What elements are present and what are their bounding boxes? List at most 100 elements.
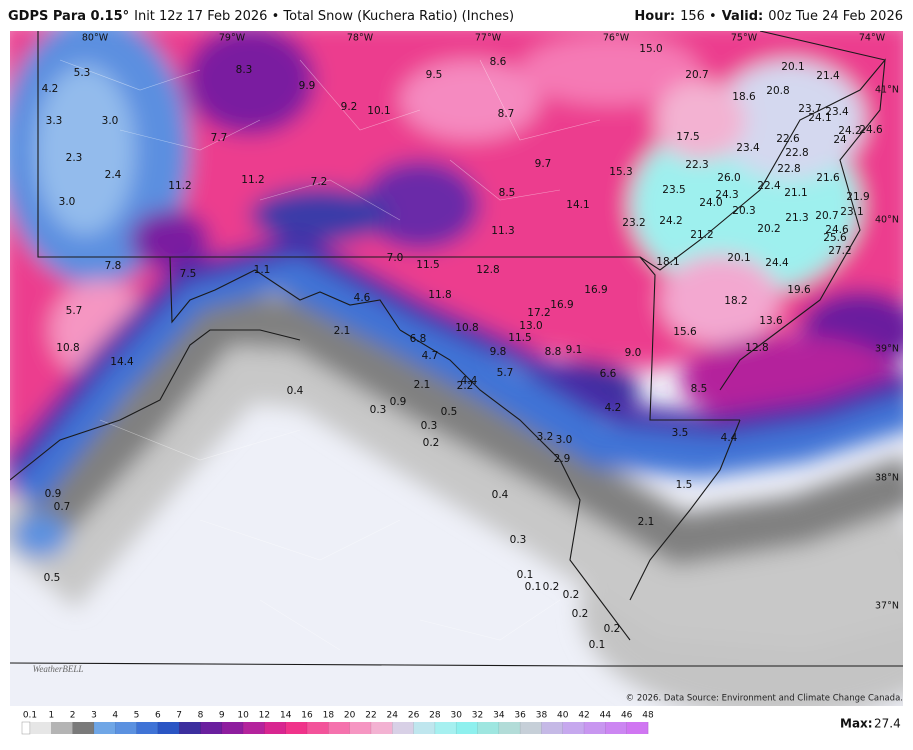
longitude-label: 74°W bbox=[859, 33, 886, 44]
snow-amount: 4.2 bbox=[42, 83, 59, 95]
snow-amount: 24.6 bbox=[859, 124, 883, 136]
snow-amount: 20.1 bbox=[727, 252, 750, 264]
snow-amount: 18.2 bbox=[724, 295, 747, 307]
snow-amount: 10.8 bbox=[455, 322, 478, 334]
colorbar-segment bbox=[498, 722, 521, 734]
snow-amount: 9.8 bbox=[490, 346, 507, 358]
snow-amount: 24.6 bbox=[825, 224, 849, 236]
snow-amount: 20.2 bbox=[757, 223, 780, 235]
snow-amount: 27.2 bbox=[828, 245, 851, 257]
colorbar-tick-label: 28 bbox=[429, 711, 441, 721]
snow-amount: 24.2 bbox=[838, 125, 861, 137]
snow-amount: 26.0 bbox=[717, 172, 740, 184]
colorbar-segment bbox=[179, 722, 201, 734]
colorbar-segment bbox=[51, 722, 73, 734]
snow-amount: 3.2 bbox=[537, 431, 554, 443]
snow-amount: 7.7 bbox=[211, 132, 228, 144]
longitude-label: 80°W bbox=[82, 33, 109, 44]
colorbar-segment bbox=[264, 722, 287, 734]
snow-amount: 11.8 bbox=[428, 289, 451, 301]
snow-amount: 7.8 bbox=[105, 260, 122, 272]
colorbar-tick-label: 24 bbox=[387, 711, 399, 721]
colorbar-segment bbox=[541, 722, 564, 734]
snow-amount: 0.1 bbox=[517, 569, 534, 581]
snow-amount: 21.6 bbox=[816, 172, 840, 184]
snow-amount: 0.4 bbox=[492, 489, 509, 501]
snow-amount: 8.5 bbox=[691, 383, 708, 395]
snow-amount: 13.6 bbox=[759, 315, 783, 327]
snow-amount: 24.3 bbox=[715, 189, 738, 201]
snow-amount: 3.3 bbox=[46, 115, 63, 127]
colorbar-tick-label: 4 bbox=[112, 711, 118, 721]
snow-amount: 15.3 bbox=[609, 166, 632, 178]
snow-amount: 18.6 bbox=[732, 91, 756, 103]
snow-amount: 12.8 bbox=[745, 342, 768, 354]
snow-amount: 15.0 bbox=[639, 43, 662, 55]
colorbar-segment bbox=[370, 722, 393, 734]
colorbar-segment bbox=[115, 722, 137, 734]
snow-amount: 0.9 bbox=[45, 488, 62, 500]
colorbar-segment bbox=[477, 722, 500, 734]
snow-amount: 17.2 bbox=[527, 307, 550, 319]
snow-amount: 7.0 bbox=[387, 252, 404, 264]
snow-amount: 4.4 bbox=[461, 375, 478, 387]
hour: 156 • bbox=[680, 9, 717, 24]
snow-amount: 2.4 bbox=[105, 169, 122, 181]
colorbar-segment bbox=[584, 722, 606, 734]
snow-amount: 16.9 bbox=[550, 299, 573, 311]
colorbar-tick-label: 16 bbox=[301, 711, 313, 721]
snow-amount: 22.8 bbox=[777, 163, 800, 175]
snow-amount: 9.5 bbox=[426, 69, 443, 81]
snow-amount: 24.4 bbox=[765, 257, 789, 269]
colorbar-tick-label: 46 bbox=[621, 711, 633, 721]
snow-amount: 10.1 bbox=[367, 105, 390, 117]
latitude-label: 37°N bbox=[875, 601, 899, 612]
snow-amount: 9.0 bbox=[625, 347, 642, 359]
colorbar-segment bbox=[456, 722, 478, 734]
snow-amount: 8.5 bbox=[499, 187, 516, 199]
snow-amount: 3.5 bbox=[672, 427, 689, 439]
snow-amount: 20.3 bbox=[732, 205, 755, 217]
snow-amount: 22.4 bbox=[757, 180, 781, 192]
snow-amount: 1.1 bbox=[254, 264, 271, 276]
snow-field bbox=[10, 31, 903, 706]
snow-amount: 8.6 bbox=[490, 56, 507, 68]
header-right: Hour: 156 • Valid: 00z Tue 24 Feb 2026 bbox=[634, 9, 903, 24]
colorbar-segment bbox=[136, 722, 159, 734]
model-name: GDPS Para 0.15° bbox=[8, 9, 130, 24]
credit: © 2026. Data Source: Environment and Cli… bbox=[626, 694, 903, 704]
colorbar-segment bbox=[30, 722, 52, 734]
snow-amount: 21.9 bbox=[846, 191, 869, 203]
max-label: Max: bbox=[840, 717, 873, 731]
snow-amount: 4.7 bbox=[422, 350, 439, 362]
snow-amount: 2.9 bbox=[554, 453, 571, 465]
snow-amount: 25.6 bbox=[823, 232, 847, 244]
snow-amount: 21.4 bbox=[816, 70, 840, 82]
snow-amount: 21.3 bbox=[785, 212, 808, 224]
snow-amount: 23.2 bbox=[622, 217, 645, 229]
snow-amount: 0.2 bbox=[604, 623, 621, 635]
colorbar-tick-label: 0.1 bbox=[23, 711, 37, 721]
snow-amount: 2.1 bbox=[414, 379, 431, 391]
snow-amount: 0.3 bbox=[370, 404, 387, 416]
colorbar-segment bbox=[349, 722, 372, 734]
snow-amount: 16.9 bbox=[584, 284, 607, 296]
snow-amount: 18.1 bbox=[656, 256, 679, 268]
snow-amount: 24.0 bbox=[699, 197, 722, 209]
colorbar-segment bbox=[520, 722, 542, 734]
snow-amount: 8.8 bbox=[545, 346, 562, 358]
longitude-label: 77°W bbox=[475, 33, 502, 44]
snow-amount: 2.3 bbox=[66, 152, 83, 164]
snow-amount: 6.6 bbox=[600, 368, 617, 380]
colorbar-segment bbox=[307, 722, 329, 734]
snow-amount: 0.1 bbox=[525, 581, 542, 593]
colorbar-segment bbox=[434, 722, 457, 734]
snow-amount: 0.4 bbox=[287, 385, 304, 397]
snow-amount: 4.6 bbox=[354, 292, 371, 304]
colorbar-tick-label: 7 bbox=[176, 711, 182, 721]
hour-label: Hour: bbox=[634, 9, 676, 24]
snow-amount: 20.7 bbox=[685, 69, 708, 81]
colorbar-tick-label: 2 bbox=[70, 711, 76, 721]
snow-amount: 3.0 bbox=[102, 115, 119, 127]
snow-amount: 0.2 bbox=[563, 589, 580, 601]
